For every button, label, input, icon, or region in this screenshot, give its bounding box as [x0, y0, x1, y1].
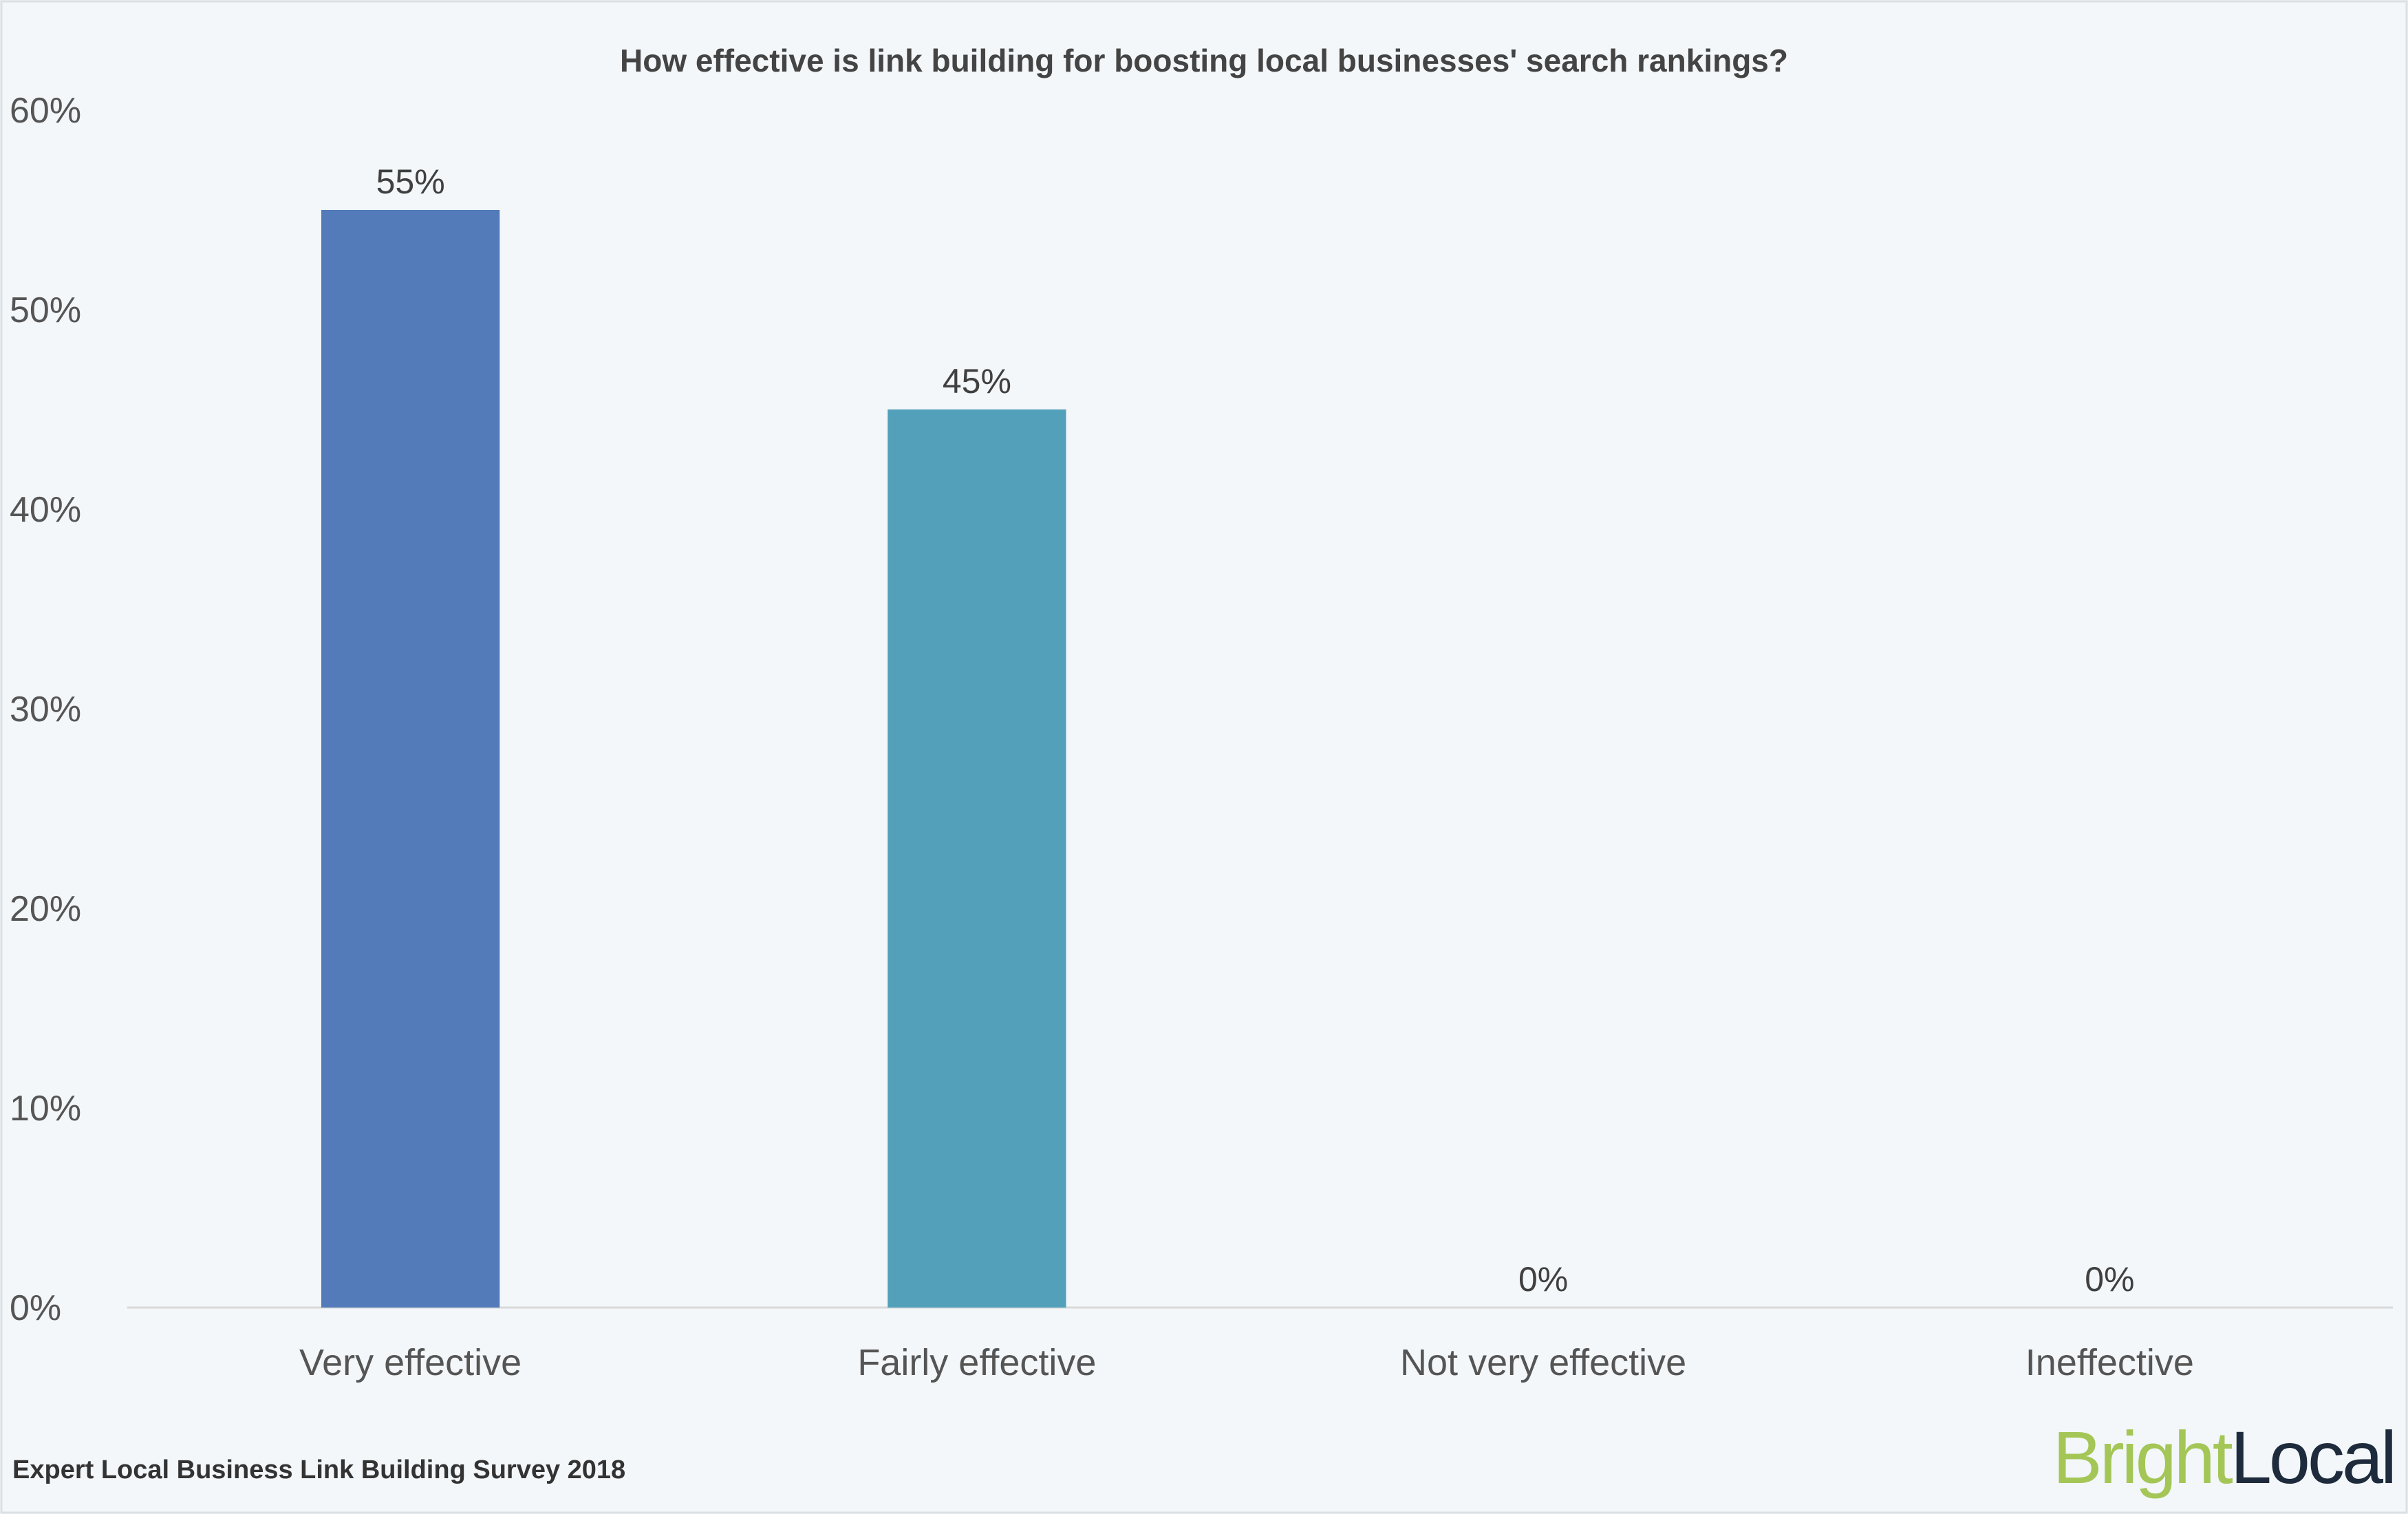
brightlocal-logo: BrightLocal [2053, 1416, 2394, 1499]
y-tick-label: 20% [10, 889, 81, 929]
bar [321, 210, 500, 1308]
logo-part-bright: Bright [2053, 1416, 2233, 1499]
x-category-label: Not very effective [1400, 1342, 1686, 1383]
y-tick-label: 0% [10, 1288, 61, 1328]
data-label: 55% [376, 162, 445, 201]
source-footer: Expert Local Business Link Building Surv… [12, 1456, 625, 1484]
data-label: 0% [2085, 1260, 2134, 1299]
data-label: 45% [943, 362, 1011, 401]
y-tick-label: 10% [10, 1089, 81, 1129]
x-category-label: Very effective [299, 1342, 522, 1383]
data-label: 0% [1518, 1260, 1568, 1299]
y-tick-label: 60% [10, 91, 81, 131]
bar [888, 409, 1066, 1308]
x-category-label: Ineffective [2025, 1342, 2194, 1383]
y-tick-label: 30% [10, 690, 81, 729]
logo-part-local: Local [2230, 1416, 2394, 1499]
x-category-label: Fairly effective [857, 1342, 1096, 1383]
y-tick-label: 40% [10, 490, 81, 530]
chart-title: How effective is link building for boost… [620, 43, 1788, 78]
y-tick-label: 50% [10, 290, 81, 330]
